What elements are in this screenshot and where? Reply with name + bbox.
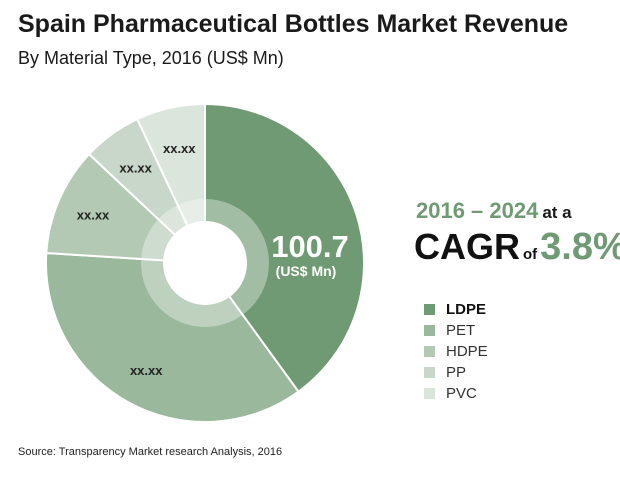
legend-label: PET xyxy=(446,322,476,339)
donut-hole xyxy=(164,222,246,304)
legend-item-ldpe: LDPE xyxy=(424,299,488,320)
cagr-rate: 3.8% xyxy=(540,226,620,268)
source-note: Source: Transparency Market research Ana… xyxy=(18,446,283,458)
legend-swatch xyxy=(424,346,435,357)
legend-item-pp: PP xyxy=(424,362,488,383)
legend-item-hdpe: HDPE xyxy=(424,341,488,362)
total-value: 100.7 xyxy=(271,229,349,264)
cagr-period: 2016 – 2024 at a xyxy=(416,198,572,224)
legend-label: HDPE xyxy=(446,343,488,360)
chart-title: Spain Pharmaceutical Bottles Market Reve… xyxy=(18,10,569,38)
slice-value-label-pet: xx.xx xyxy=(130,363,163,378)
legend-swatch xyxy=(424,367,435,378)
legend-item-pet: PET xyxy=(424,320,488,341)
cagr-at-text: at a xyxy=(542,203,572,222)
chart-legend: LDPE PET HDPE PP PVC xyxy=(424,299,488,404)
cagr-label: CAGR xyxy=(414,226,520,267)
legend-label: PP xyxy=(446,364,467,381)
legend-label: PVC xyxy=(446,385,477,402)
cagr-years: 2016 – 2024 xyxy=(416,198,539,223)
cagr-of-text: of xyxy=(523,246,538,263)
legend-swatch xyxy=(424,388,435,399)
legend-item-pvc: PVC xyxy=(424,383,488,404)
legend-label: LDPE xyxy=(446,301,487,318)
legend-swatch xyxy=(424,304,435,315)
slice-value-label-pvc: xx.xx xyxy=(163,141,196,156)
chart-subtitle: By Material Type, 2016 (US$ Mn) xyxy=(18,48,284,68)
total-unit: (US$ Mn) xyxy=(276,263,337,279)
slice-value-label-hdpe: xx.xx xyxy=(77,208,110,223)
slice-value-label-pp: xx.xx xyxy=(119,161,152,176)
cagr-value: CAGR of3.8% xyxy=(414,226,620,269)
legend-swatch xyxy=(424,325,435,336)
